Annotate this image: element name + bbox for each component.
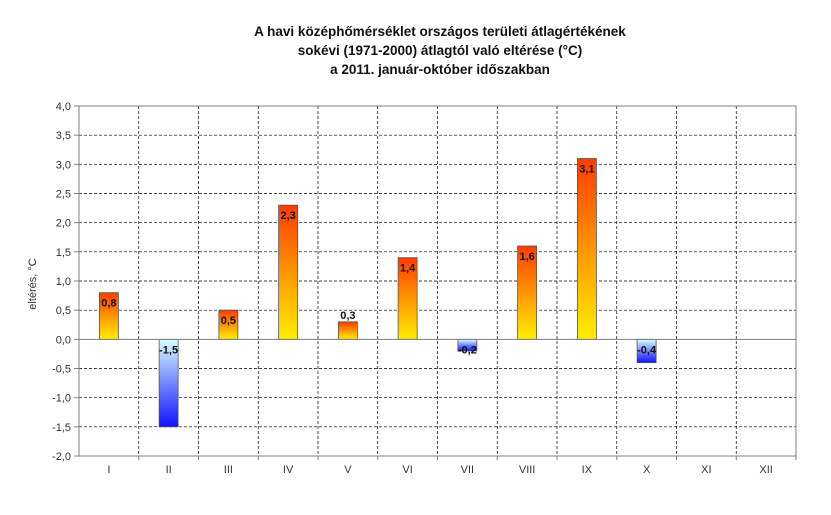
y-axis-label: eltérés, °C bbox=[27, 258, 39, 310]
y-tick-label: -1,0 bbox=[52, 393, 71, 405]
data-label-II: -1,5 bbox=[159, 344, 178, 356]
data-label-IV: 2,3 bbox=[280, 210, 295, 222]
chart-title-line-1: A havi középhőmérséklet országos terület… bbox=[254, 24, 626, 39]
x-tick-label: II bbox=[166, 464, 172, 476]
data-label-I: 0,8 bbox=[101, 298, 116, 310]
y-tick-label: 3,5 bbox=[56, 130, 71, 142]
bar-V bbox=[337, 321, 358, 340]
bars bbox=[98, 158, 657, 428]
x-tick-label: XII bbox=[759, 464, 772, 476]
data-label-X: -0,4 bbox=[637, 344, 657, 356]
y-tick-label: -1,5 bbox=[52, 422, 71, 434]
y-tick-label: 1,0 bbox=[56, 276, 71, 288]
data-label-III: 0,5 bbox=[221, 315, 236, 327]
chart-title-line-2: sokévi (1971-2000) átlagtól való eltérés… bbox=[297, 43, 583, 58]
data-label-IX: 3,1 bbox=[579, 164, 594, 176]
y-tick-label: 3,0 bbox=[56, 159, 71, 171]
y-tick-label: 2,0 bbox=[56, 218, 71, 230]
x-tick-label: XI bbox=[701, 464, 711, 476]
y-tick-label: -0,5 bbox=[52, 364, 71, 376]
y-tick-label: 2,5 bbox=[56, 189, 71, 201]
chart-title: A havi középhőmérséklet országos terület… bbox=[0, 22, 831, 79]
x-tick-label: IV bbox=[283, 464, 294, 476]
y-tick-label: -2,0 bbox=[52, 451, 71, 463]
axes bbox=[74, 105, 797, 460]
x-tick-label: VI bbox=[402, 464, 412, 476]
x-tick-label: X bbox=[643, 464, 651, 476]
labels: 4,0 3,5 3,0 2,5 2,0 1,5 1,0 0,5 0,0 -0,5 -1,0 -1,5 -… bbox=[52, 101, 773, 476]
y-tick-label: 4,0 bbox=[56, 101, 71, 113]
y-tick-label: 1,5 bbox=[56, 247, 71, 259]
data-label-VI: 1,4 bbox=[400, 263, 416, 275]
x-tick-label: VII bbox=[461, 464, 474, 476]
data-label-VII: -0,2 bbox=[458, 344, 477, 356]
x-tick-label: V bbox=[344, 464, 352, 476]
bar-IX bbox=[576, 158, 597, 340]
x-tick-label: IX bbox=[582, 464, 593, 476]
grid-lines bbox=[79, 105, 796, 457]
chart-title-line-3: a 2011. január-október időszakban bbox=[330, 62, 550, 77]
data-label-VIII: 1,6 bbox=[519, 251, 534, 263]
x-tick-label: I bbox=[107, 464, 110, 476]
bar-IV bbox=[278, 204, 299, 340]
x-tick-label: III bbox=[224, 464, 233, 476]
x-tick-label: VIII bbox=[519, 464, 536, 476]
y-tick-label: 0,0 bbox=[56, 334, 71, 346]
data-label-V: 0,3 bbox=[340, 310, 355, 322]
y-tick-label: 0,5 bbox=[56, 305, 71, 317]
